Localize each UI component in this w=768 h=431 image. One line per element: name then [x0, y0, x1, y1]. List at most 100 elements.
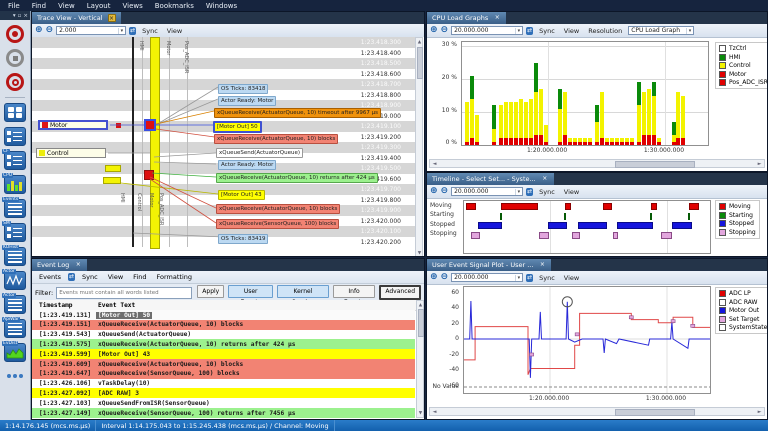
stop-icon[interactable]: [3, 48, 27, 68]
zoom-in-icon[interactable]: ⊕: [430, 186, 438, 196]
close-icon[interactable]: ×: [107, 14, 116, 22]
signal-sync-button[interactable]: Sync: [539, 273, 555, 282]
actor-label-motor[interactable]: Motor: [38, 120, 108, 130]
close-icon[interactable]: ×: [494, 14, 500, 21]
scrollbar-thumb[interactable]: [417, 47, 423, 79]
scroll-left-icon[interactable]: ◄: [432, 409, 437, 415]
sidebar-titlebar[interactable]: ▾ ▫ ×: [0, 11, 30, 20]
scroll-right-icon[interactable]: ►: [757, 161, 762, 167]
event-log-row[interactable]: [1:23.426.106] vTaskDelay(10): [32, 378, 415, 389]
advanced-button[interactable]: Advanced: [379, 285, 421, 300]
signal-view-menu[interactable]: View: [563, 273, 580, 282]
event-distribution-icon[interactable]: EvDist: [2, 341, 27, 362]
filter-input[interactable]: [56, 286, 193, 299]
event-log-icon[interactable]: Events: [2, 197, 27, 218]
horizontal-scrollbar[interactable]: ◄ ►: [429, 407, 765, 416]
event-log-menu-find[interactable]: Find: [133, 273, 147, 281]
cpu-view-menu[interactable]: View: [563, 26, 580, 35]
trace-view-menu[interactable]: View: [166, 26, 183, 35]
scrollbar-thumb[interactable]: [615, 161, 695, 168]
cpu-load-graph-icon[interactable]: CPU: [2, 173, 27, 194]
scroll-up-icon[interactable]: ▲: [417, 40, 422, 45]
event-log-row[interactable]: [1:23.419.647] xQueueReceive(SensorQueue,…: [32, 368, 415, 379]
menu-item-bookmarks[interactable]: Bookmarks: [154, 1, 194, 10]
trace-event-label[interactable]: Actor Ready: Motor: [218, 160, 277, 170]
trace-event-label[interactable]: xQueueReceive(ActuatorQueue, 10) returns…: [216, 173, 378, 183]
scrollbar-thumb[interactable]: [615, 409, 695, 416]
column-event-text[interactable]: Event Text: [98, 301, 136, 309]
trace-event-label[interactable]: OS Ticks: 83419: [218, 234, 269, 244]
kernel-object-history-icon[interactable]: KOHist: [2, 245, 27, 266]
menu-item-file[interactable]: File: [8, 1, 20, 10]
event-log-row[interactable]: [1:23.427.103] xQueueSendFromISR(SensorQu…: [32, 398, 415, 408]
trace-view-icon[interactable]: [3, 126, 27, 146]
trace-sync-button[interactable]: Sync: [142, 26, 158, 35]
sync-icon[interactable]: ⇄: [129, 26, 137, 35]
column-timestamp[interactable]: Timestamp: [39, 301, 73, 309]
event-log-menu-view[interactable]: View: [107, 273, 124, 281]
zoom-in-icon[interactable]: ⊕: [430, 25, 438, 35]
trace-content[interactable]: 1:23.418.300 1:23.418.400 1:23.418.500 1:23…: [32, 37, 424, 256]
sidebar-window-button[interactable]: ▫: [17, 12, 22, 19]
zoom-out-icon[interactable]: ⊖: [45, 25, 54, 35]
event-log-row[interactable]: [1:23.419.609] xQueueReceive(ActuatorQueu…: [32, 359, 415, 369]
scroll-left-icon[interactable]: ◄: [432, 161, 437, 167]
sync-icon[interactable]: ⇄: [526, 26, 534, 35]
trace-event-label[interactable]: [Motor Out] 50: [213, 121, 262, 133]
sync-icon[interactable]: ⇄: [68, 273, 76, 281]
sidebar-window-button[interactable]: ×: [23, 12, 28, 19]
event-log-row[interactable]: [1:23.419.599] [Motor Out] 43: [32, 349, 415, 359]
vertical-scrollbar[interactable]: ▲ ▼: [415, 37, 423, 256]
views-grid-icon[interactable]: [3, 102, 27, 122]
apply-button[interactable]: Apply: [197, 285, 225, 298]
sync-icon[interactable]: ⇄: [526, 273, 534, 282]
state-machine-icon[interactable]: SM: [2, 221, 27, 242]
snapshot-icon[interactable]: [3, 72, 27, 92]
menu-item-view[interactable]: View: [58, 1, 75, 10]
menu-item-views[interactable]: Views: [122, 1, 143, 10]
event-log-row[interactable]: [1:23.419.151] xQueueReceive(ActuatorQueu…: [32, 319, 415, 330]
event-log-menu-formatting[interactable]: Formatting: [156, 273, 192, 281]
actor-statistics-icon[interactable]: Actor: [2, 293, 27, 314]
timeline-zoom-combo[interactable]: 20.000.000 ▾: [451, 187, 524, 196]
trace-event-label[interactable]: Actor Ready: Motor: [218, 96, 277, 106]
horizontal-scrollbar[interactable]: ◄ ►: [429, 159, 765, 168]
tab-event-log[interactable]: Event Log ×: [32, 259, 88, 271]
communication-flow-icon[interactable]: CF: [2, 149, 27, 170]
scroll-up-icon[interactable]: ▲: [418, 303, 423, 308]
cpu-graph-type-combo[interactable]: CPU Load Graph ▾: [628, 26, 695, 35]
event-log-row[interactable]: [1:23.427.149] xQueueReceive(SensorQueue,…: [32, 408, 415, 418]
trace-event-label[interactable]: xQueueReceive(ActuatorQueue, 10) timeout…: [214, 108, 381, 118]
menu-item-find[interactable]: Find: [31, 1, 47, 10]
trace-event-label[interactable]: [Motor Out] 43: [218, 190, 265, 200]
zoom-in-icon[interactable]: ⊕: [35, 25, 43, 35]
event-log-menu-sync[interactable]: Sync: [82, 273, 98, 281]
sidebar-window-button[interactable]: ▾: [12, 12, 16, 19]
sync-icon[interactable]: ⇄: [526, 187, 534, 196]
tab-trace-view[interactable]: Trace View - Vertical ×: [32, 12, 121, 24]
cpu-zoom-combo[interactable]: 20.000.000 ▾: [451, 26, 524, 35]
scroll-right-icon[interactable]: ►: [757, 409, 762, 415]
tab-signal-plot[interactable]: User Event Signal Plot - User ... ×: [427, 259, 552, 271]
zoom-out-icon[interactable]: ⊖: [440, 272, 449, 282]
actor-instance-graph-icon[interactable]: Actor: [2, 269, 27, 290]
zoom-in-icon[interactable]: ⊕: [430, 272, 438, 282]
trace-event-marker[interactable]: [144, 170, 154, 180]
trace-event-marker[interactable]: [116, 123, 121, 128]
scroll-down-icon[interactable]: ▼: [417, 251, 422, 256]
trace-selected-event-marker[interactable]: [144, 119, 156, 131]
trace-event-label[interactable]: xQueueReceive(ActuatorQueue, 10) blocks: [214, 134, 339, 144]
event-log-row[interactable]: [1:23.427.092] [ADC RAW] 3: [32, 388, 415, 399]
tab-timeline[interactable]: Timeline - Select Set... - Syste... ×: [427, 173, 554, 185]
signal-zoom-combo[interactable]: 20.000.000 ▾: [451, 273, 524, 282]
actor-label-control[interactable]: Control: [36, 148, 106, 158]
trace-fragment-marker[interactable]: [103, 177, 121, 184]
timeline-view-menu[interactable]: View: [563, 187, 580, 196]
menu-item-layout[interactable]: Layout: [86, 1, 111, 10]
trace-event-label[interactable]: OS Ticks: 83418: [218, 84, 269, 94]
event-log-menu-events[interactable]: Events: [39, 273, 62, 281]
trace-event-label[interactable]: xQueueReceive(ActuatorQueue, 10) blocks: [216, 204, 341, 214]
menu-item-windows[interactable]: Windows: [205, 1, 238, 10]
scroll-down-icon[interactable]: ▼: [418, 411, 423, 416]
trace-event-label[interactable]: xQueueSend(ActuatorQueue): [216, 148, 304, 158]
